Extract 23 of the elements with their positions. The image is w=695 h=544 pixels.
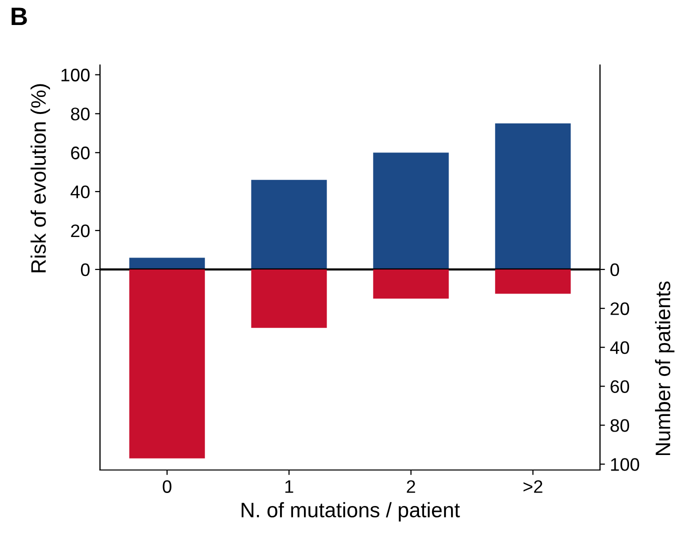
bar: [373, 269, 449, 299]
x-tick-label: 2: [406, 480, 416, 493]
x-tick-label: 0: [162, 480, 172, 493]
y2-tick-label: 100: [611, 458, 640, 471]
y-tick-label: 100: [62, 68, 90, 82]
y-tick-label: 60: [71, 146, 90, 160]
y-axis-title: Risk of evolution (%): [30, 84, 50, 272]
y-tick-label: 0: [80, 263, 90, 276]
y-tick-label: 40: [70, 185, 90, 198]
x-axis-title: N. of mutations / patient: [242, 502, 460, 522]
y2-tick-label: 40: [610, 341, 630, 354]
y2-tick-label: 0: [610, 263, 620, 276]
x-tick-label: >2: [524, 480, 542, 493]
y2-axis-title: Number of patients: [655, 281, 674, 456]
bar: [495, 269, 571, 294]
y2-tick-label: 80: [610, 419, 630, 432]
x-tick-label: 1: [285, 480, 294, 493]
chart-title: B: [12, 8, 27, 25]
y2-tick-label: 60: [610, 380, 630, 393]
y2-tick-label: 20: [610, 302, 630, 316]
bar: [129, 258, 205, 270]
y-tick-label: 20: [71, 224, 90, 238]
y-tick-label: 80: [70, 108, 90, 120]
